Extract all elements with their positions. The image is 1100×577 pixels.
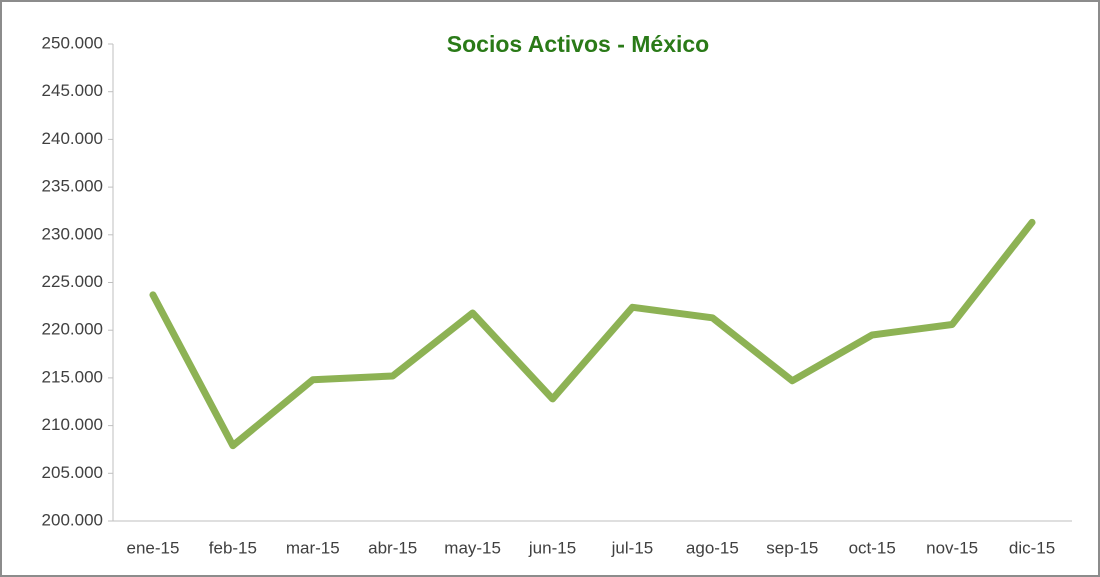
x-tick-label: sep-15	[766, 538, 818, 557]
y-tick-label: 205.000	[42, 463, 103, 482]
y-tick-label: 225.000	[42, 272, 103, 291]
chart-title: Socios Activos - México	[447, 31, 709, 57]
x-tick-label: feb-15	[209, 538, 257, 557]
x-tick-label: mar-15	[286, 538, 340, 557]
x-tick-label: ene-15	[126, 538, 179, 557]
x-tick-label: abr-15	[368, 538, 417, 557]
x-tick-label: nov-15	[926, 538, 978, 557]
y-tick-label: 215.000	[42, 367, 103, 386]
x-tick-label: jul-15	[611, 538, 654, 557]
data-line	[149, 218, 1036, 450]
y-tick-label: 240.000	[42, 129, 103, 148]
y-tick-label: 230.000	[42, 224, 103, 243]
x-tick-label: dic-15	[1009, 538, 1055, 557]
y-tick-label: 200.000	[42, 510, 103, 529]
y-tick-label: 245.000	[42, 81, 103, 100]
x-tick-label: jun-15	[528, 538, 576, 557]
y-tick-label: 210.000	[42, 415, 103, 434]
y-tick-label: 250.000	[42, 33, 103, 52]
x-tick-label: oct-15	[849, 538, 896, 557]
x-tick-label: may-15	[444, 538, 501, 557]
y-tick-label: 220.000	[42, 320, 103, 339]
x-tick-label: ago-15	[686, 538, 739, 557]
y-tick-label: 235.000	[42, 177, 103, 196]
